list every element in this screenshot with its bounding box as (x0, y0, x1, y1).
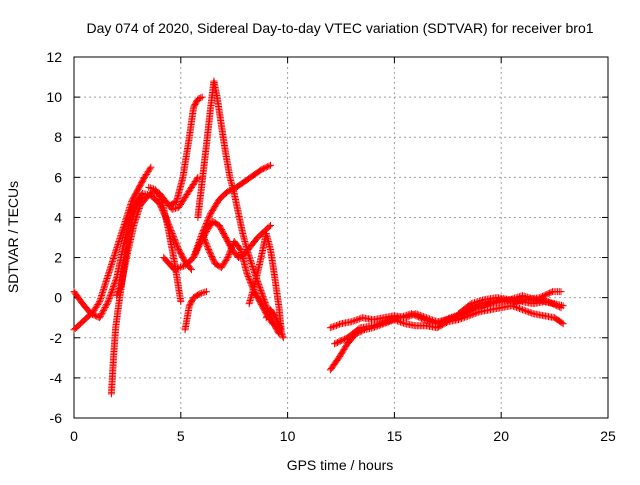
y-tick-label: 2 (54, 250, 62, 266)
data-point (558, 288, 565, 295)
data-point (327, 324, 334, 331)
y-tick-label: 8 (54, 129, 62, 145)
data-point (331, 323, 338, 330)
data-point (521, 307, 528, 314)
data-point (109, 286, 116, 293)
data-point (109, 285, 116, 292)
y-tick-label: 4 (54, 209, 62, 225)
data-point (280, 334, 287, 341)
x-axis-label: GPS time / hours (287, 457, 394, 473)
y-tick-label: -2 (50, 330, 63, 346)
grid-layer (74, 57, 608, 418)
data-point (107, 292, 114, 299)
data-point (328, 324, 335, 331)
data-point (528, 310, 535, 317)
data-layer (71, 78, 567, 398)
data-point (177, 298, 184, 305)
x-tick-label: 25 (600, 428, 616, 444)
y-tick-label: 6 (54, 169, 62, 185)
data-point (112, 277, 119, 284)
series-arc-9 (160, 162, 274, 273)
y-tick-label: -6 (50, 410, 63, 426)
plot-frame (74, 57, 608, 418)
x-tick-label: 20 (493, 428, 509, 444)
data-point (257, 286, 264, 293)
data-point (348, 318, 355, 325)
y-tick-label: 12 (46, 49, 62, 65)
data-point (518, 306, 525, 313)
data-point (524, 308, 531, 315)
data-point (257, 287, 264, 294)
y-tick-label: 0 (54, 290, 62, 306)
y-tick-label: -4 (50, 370, 63, 386)
ticks-layer: 0 5 10 15 20 25 -6 -4 -2 0 2 4 6 8 10 12 (46, 49, 616, 444)
data-point (354, 316, 361, 323)
data-point (330, 323, 337, 330)
data-point (106, 294, 113, 301)
series-arc-8 (194, 78, 282, 338)
series-arc-7 (182, 288, 210, 333)
data-point (201, 289, 208, 296)
x-tick-label: 15 (387, 428, 403, 444)
y-axis-label: SDTVAR / TECUs (5, 181, 21, 293)
data-point (111, 282, 118, 289)
data-point (400, 313, 407, 320)
data-point (400, 320, 407, 327)
data-point (145, 184, 152, 191)
data-point (112, 279, 119, 286)
x-tick-label: 10 (280, 428, 296, 444)
data-point (516, 305, 523, 312)
data-point (351, 317, 358, 324)
data-point (353, 317, 360, 324)
data-point (110, 283, 117, 290)
y-tick-label: 10 (46, 89, 62, 105)
data-point (519, 306, 526, 313)
chart-title: Day 074 of 2020, Sidereal Day-to-day VTE… (86, 20, 593, 36)
data-point (514, 304, 521, 311)
chart-root: 0 5 10 15 20 25 -6 -4 -2 0 2 4 6 8 10 12 Day 074 of 202… (0, 0, 640, 480)
data-point (356, 315, 363, 322)
data-point (525, 308, 532, 315)
x-tick-label: 0 (70, 428, 78, 444)
data-point (527, 309, 534, 316)
data-point (111, 280, 118, 287)
data-point (108, 288, 115, 295)
vtec-chart: 0 5 10 15 20 25 -6 -4 -2 0 2 4 6 8 10 12 Day 074 of 202… (0, 0, 640, 480)
data-point (350, 318, 357, 325)
data-point (333, 322, 340, 329)
x-tick-label: 5 (177, 428, 185, 444)
data-point (336, 321, 343, 328)
data-point (522, 307, 529, 314)
data-point (334, 321, 341, 328)
data-point (107, 291, 114, 298)
data-point (108, 289, 115, 296)
data-point (203, 288, 210, 295)
